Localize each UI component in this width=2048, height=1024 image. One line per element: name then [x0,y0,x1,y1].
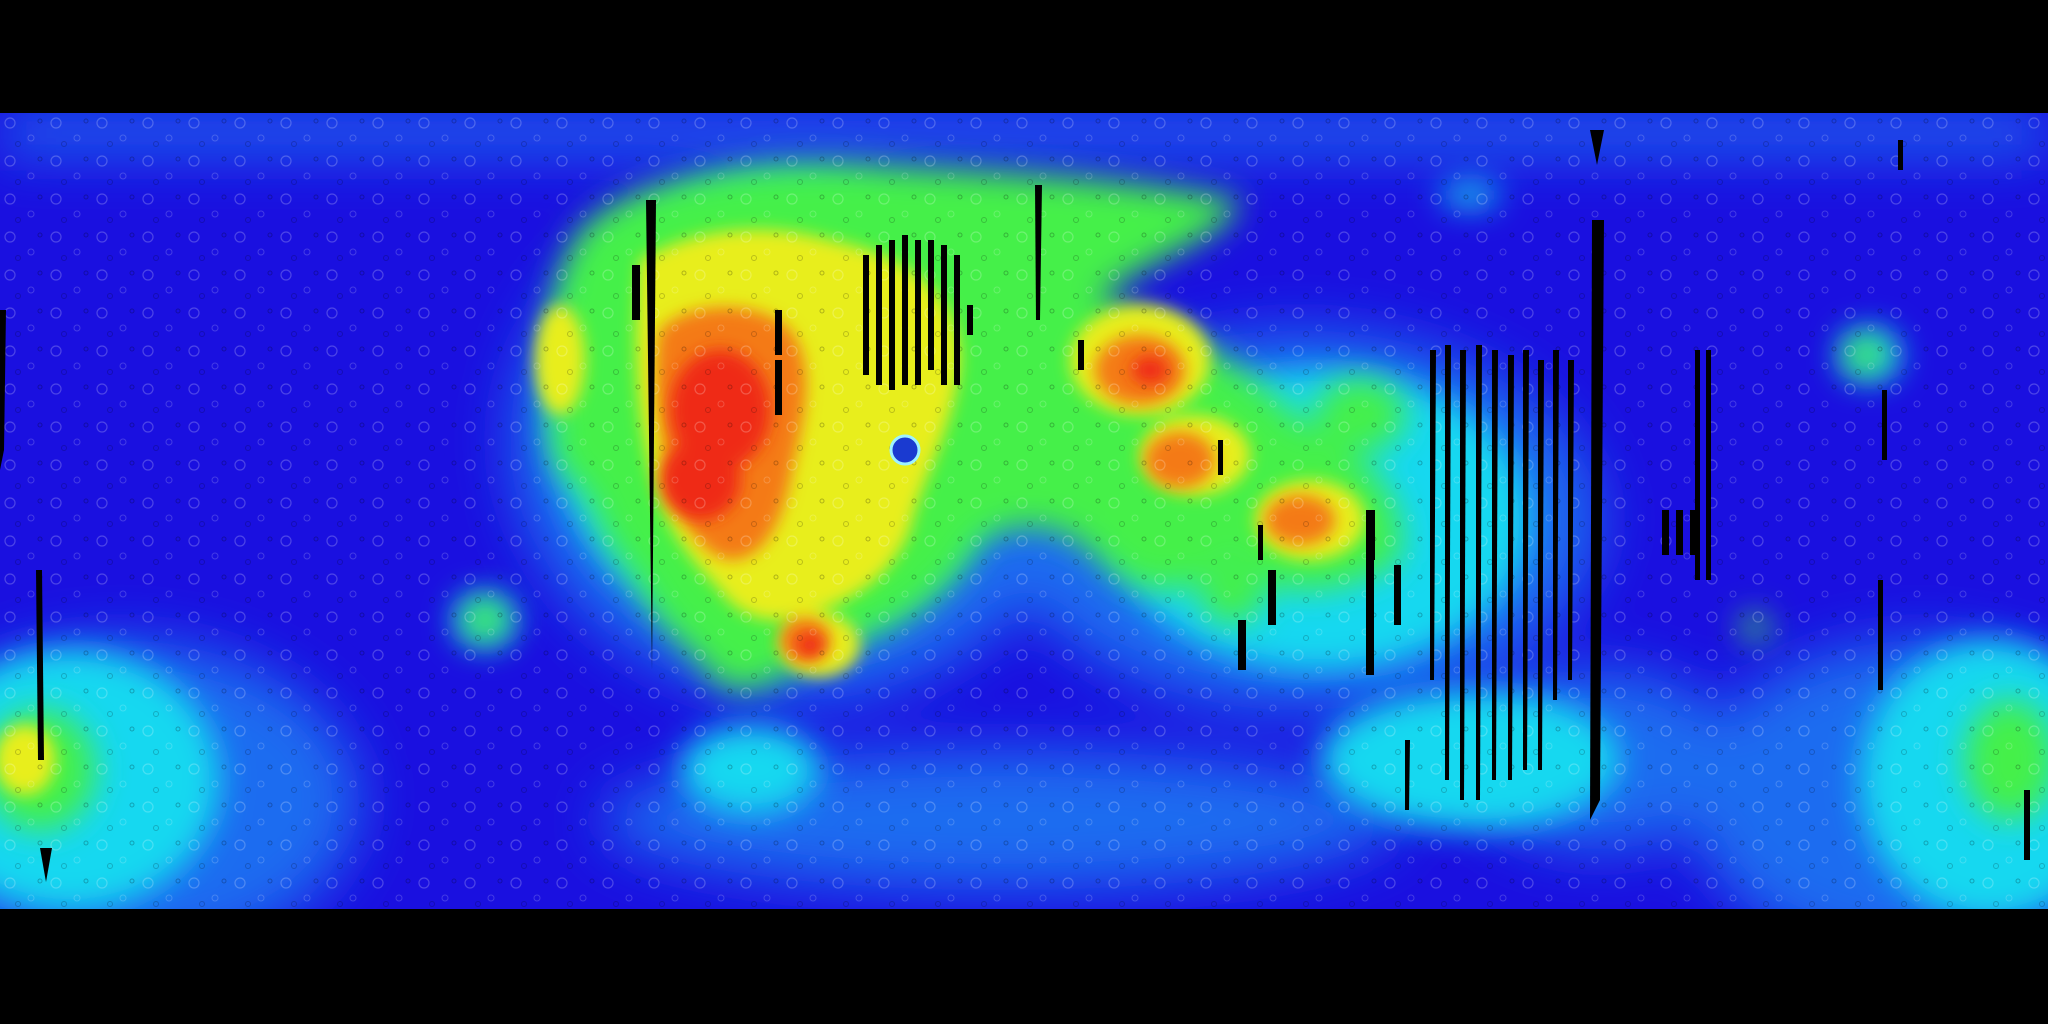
crater-landmark [889,434,921,466]
crater-texture [0,113,2048,909]
data-gaps [0,130,2030,882]
map-surface [0,113,2048,909]
